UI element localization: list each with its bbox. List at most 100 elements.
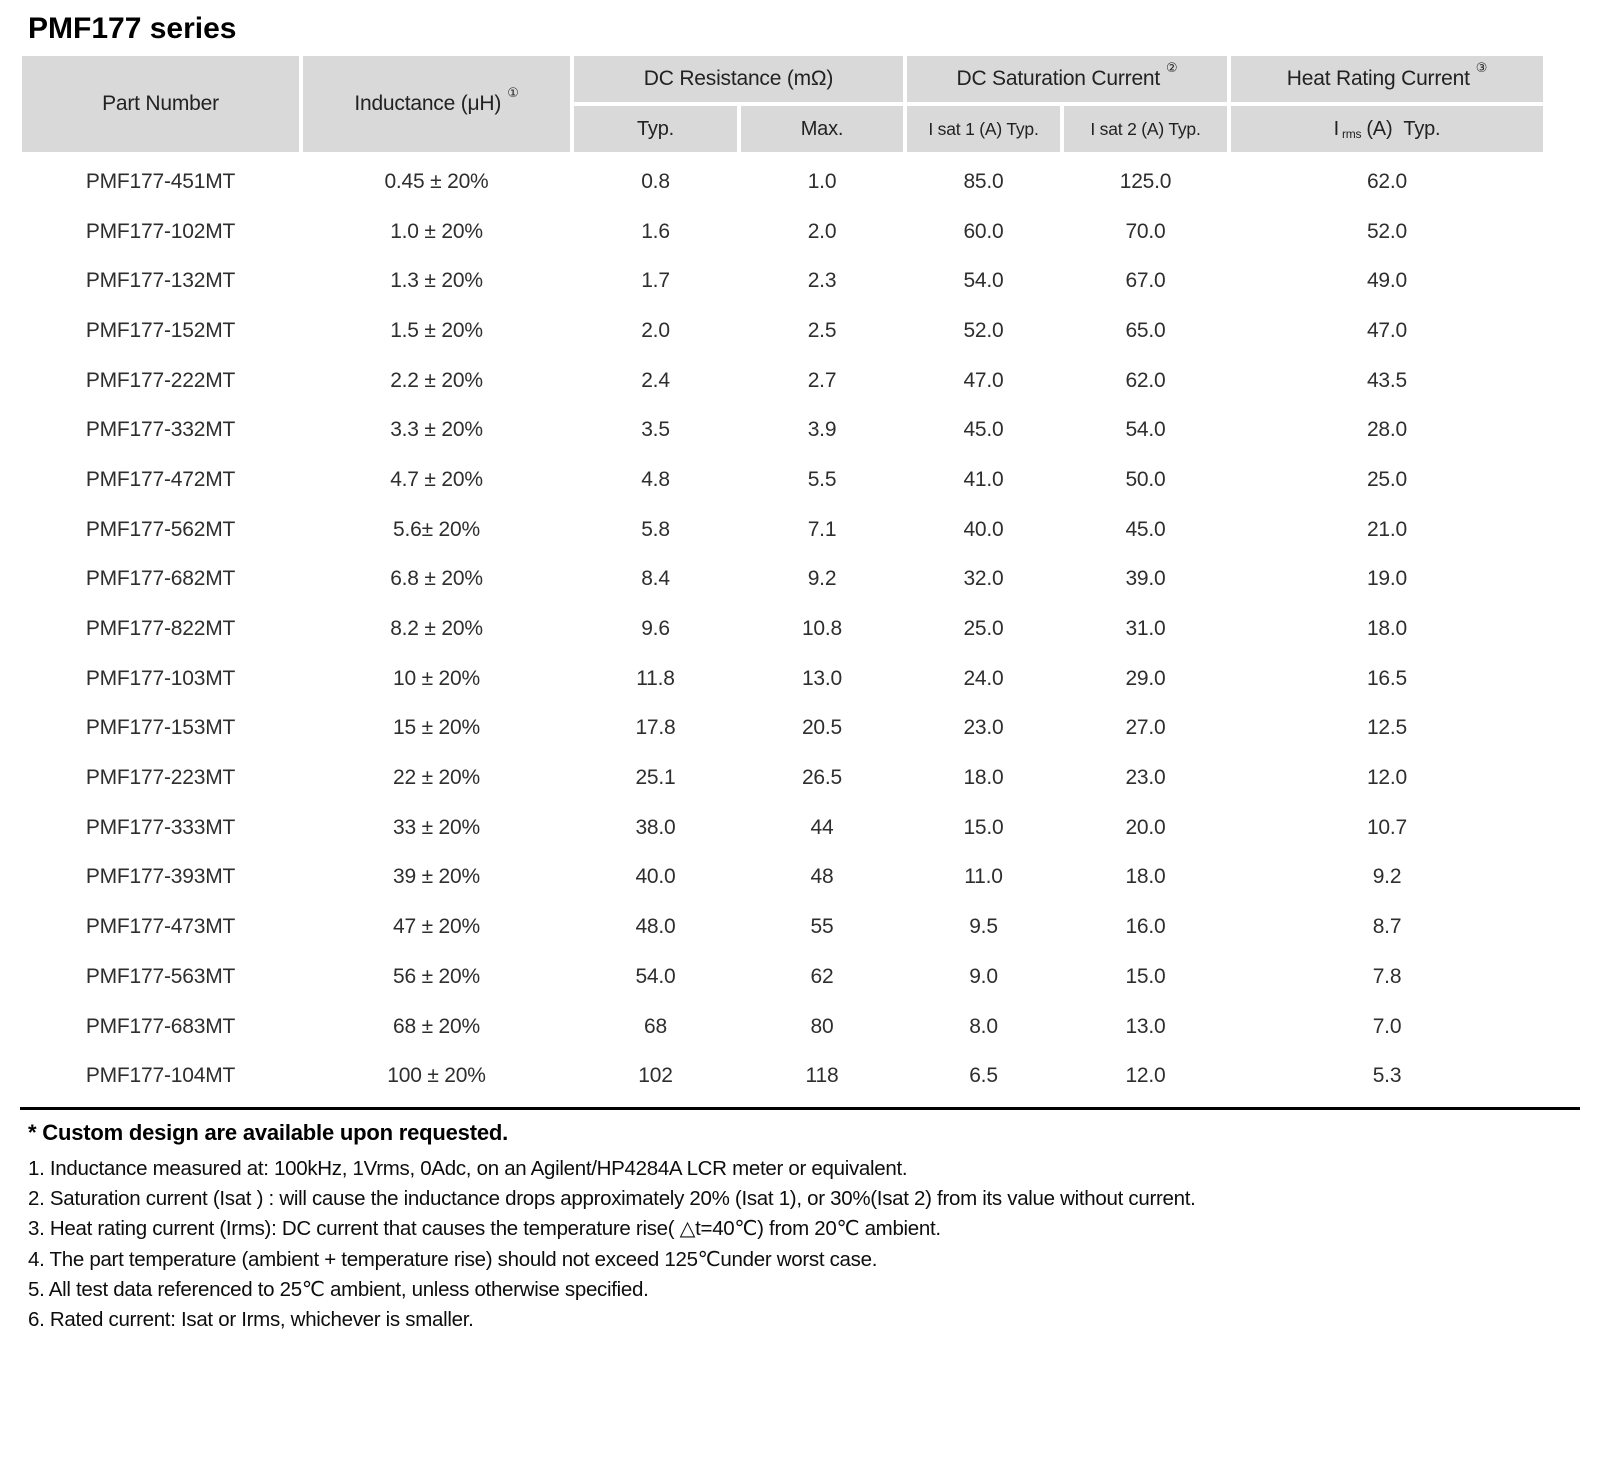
cell-inductance: 39 ± 20% <box>393 865 480 889</box>
cell-isat1: 15.0 <box>963 815 1004 839</box>
cell-inductance: 47 ± 20% <box>393 915 480 939</box>
cell-irms: 12.5 <box>1366 716 1408 740</box>
cell-dcr-typ: 5.8 <box>641 517 670 541</box>
cell-irms: 43.5 <box>1366 368 1408 392</box>
table-row: PMF177-562MT 5.6± 20% 5.8 7.1 40.0 45.0 … <box>20 505 1545 555</box>
cell-isat1: 8.0 <box>969 1014 998 1038</box>
cell-isat2: 13.0 <box>1125 1014 1166 1038</box>
cell-isat2: 16.0 <box>1125 915 1166 939</box>
table-row: PMF177-152MT 1.5 ± 20% 2.0 2.5 52.0 65.0… <box>20 306 1545 356</box>
cell-inductance: 15 ± 20% <box>393 716 480 740</box>
divider-rule <box>20 1107 1580 1111</box>
cell-isat2: 23.0 <box>1125 766 1166 790</box>
cell-dcr-max: 10.8 <box>801 617 843 641</box>
table-row: PMF177-223MT 22 ± 20% 25.1 26.5 18.0 23.… <box>20 753 1545 803</box>
table-row: PMF177-393MT 39 ± 20% 40.0 48 11.0 18.0 … <box>20 853 1545 903</box>
table-row: PMF177-102MT 1.0 ± 20% 1.6 2.0 60.0 70.0… <box>20 207 1545 257</box>
cell-dcr-typ: 48.0 <box>635 915 676 939</box>
cell-dcr-max: 55 <box>810 915 834 939</box>
cell-inductance: 8.2 ± 20% <box>390 617 483 641</box>
col-header-dc-saturation: DC Saturation Current ② <box>905 54 1229 104</box>
cell-dcr-max: 2.7 <box>807 368 837 392</box>
cell-part-number: PMF177-563MT <box>85 964 236 988</box>
cell-isat2: 50.0 <box>1125 467 1166 491</box>
table-row: PMF177-563MT 56 ± 20% 54.0 62 9.0 15.0 7… <box>20 952 1545 1002</box>
cell-isat2: 39.0 <box>1125 567 1166 591</box>
cell-isat2: 29.0 <box>1125 666 1166 690</box>
cell-isat2: 18.0 <box>1125 865 1166 889</box>
cell-irms: 8.7 <box>1372 915 1402 939</box>
cell-isat2: 12.0 <box>1125 1064 1166 1088</box>
table-row: PMF177-104MT 100 ± 20% 102 118 6.5 12.0 … <box>20 1051 1545 1101</box>
col-header-part-number: Part Number <box>20 54 301 154</box>
table-row: PMF177-682MT 6.8 ± 20% 8.4 9.2 32.0 39.0… <box>20 555 1545 605</box>
cell-dcr-typ: 1.6 <box>641 219 670 243</box>
cell-inductance: 4.7 ± 20% <box>390 467 483 491</box>
cell-part-number: PMF177-562MT <box>85 517 236 541</box>
col-header-dc-saturation-label: DC Saturation Current <box>956 67 1161 90</box>
col-header-heat-rating-label: Heat Rating Current <box>1286 67 1470 90</box>
cell-part-number: PMF177-103MT <box>85 666 236 690</box>
cell-dcr-typ: 40.0 <box>635 865 676 889</box>
note-line: 4. The part temperature (ambient + tempe… <box>28 1247 878 1271</box>
cell-irms: 28.0 <box>1366 418 1408 442</box>
cell-inductance: 68 ± 20% <box>393 1014 480 1038</box>
col-header-inductance: Inductance (μH) ① <box>301 54 572 154</box>
cell-isat2: 62.0 <box>1125 368 1166 392</box>
cell-dcr-max: 3.9 <box>807 418 837 442</box>
cell-dcr-typ: 2.4 <box>641 368 670 392</box>
cell-irms: 62.0 <box>1366 169 1408 193</box>
cell-part-number: PMF177-132MT <box>85 269 236 293</box>
cell-dcr-typ: 17.8 <box>635 716 676 740</box>
col-subheader-isat1: I sat 1 (A) Typ. <box>905 104 1062 154</box>
cell-dcr-max: 2.5 <box>807 318 837 342</box>
cell-inductance: 33 ± 20% <box>393 815 480 839</box>
irms-symbol: I <box>1333 117 1340 140</box>
cell-isat1: 40.0 <box>963 517 1004 541</box>
cell-dcr-max: 1.0 <box>807 169 837 193</box>
cell-isat1: 85.0 <box>963 169 1004 193</box>
cell-inductance: 5.6± 20% <box>393 517 480 541</box>
cell-irms: 47.0 <box>1366 318 1408 342</box>
cell-isat1: 25.0 <box>963 617 1004 641</box>
circled-2-footnote-marker: ② <box>1166 59 1178 75</box>
cell-dcr-max: 2.3 <box>807 269 837 293</box>
cell-inductance: 1.5 ± 20% <box>390 318 483 342</box>
cell-dcr-max: 80 <box>810 1014 834 1038</box>
table-row: PMF177-822MT 8.2 ± 20% 9.6 10.8 25.0 31.… <box>20 604 1545 654</box>
datasheet-page: PMF177 series Part Number Inductance (μH… <box>20 12 1580 1331</box>
cell-dcr-typ: 38.0 <box>635 815 676 839</box>
cell-dcr-typ: 1.7 <box>641 269 670 293</box>
cell-isat1: 45.0 <box>963 418 1004 442</box>
cell-irms: 7.0 <box>1372 1014 1402 1038</box>
cell-part-number: PMF177-473MT <box>85 915 236 939</box>
cell-isat1: 47.0 <box>963 368 1004 392</box>
cell-irms: 21.0 <box>1366 517 1408 541</box>
cell-inductance: 22 ± 20% <box>393 766 480 790</box>
cell-dcr-max: 62 <box>810 964 834 988</box>
cell-isat1: 23.0 <box>963 716 1004 740</box>
cell-dcr-max: 13.0 <box>801 666 843 690</box>
note-line: 1. Inductance measured at: 100kHz, 1Vrms… <box>28 1157 908 1181</box>
cell-isat2: 15.0 <box>1125 964 1166 988</box>
cell-dcr-max: 26.5 <box>801 766 843 790</box>
table-row: PMF177-332MT 3.3 ± 20% 3.5 3.9 45.0 54.0… <box>20 405 1545 455</box>
irms-subscript: rms <box>1341 127 1362 141</box>
cell-part-number: PMF177-222MT <box>85 368 236 392</box>
cell-isat1: 24.0 <box>963 666 1004 690</box>
col-subheader-isat2: I sat 2 (A) Typ. <box>1062 104 1229 154</box>
cell-inductance: 1.0 ± 20% <box>390 219 483 243</box>
cell-part-number: PMF177-472MT <box>85 467 236 491</box>
cell-part-number: PMF177-451MT <box>85 169 236 193</box>
cell-dcr-typ: 0.8 <box>641 169 670 193</box>
cell-dcr-typ: 102 <box>638 1064 673 1088</box>
cell-irms: 16.5 <box>1366 666 1408 690</box>
table-body: PMF177-451MT 0.45 ± 20% 0.8 1.0 85.0 125… <box>20 157 1545 1101</box>
cell-irms: 25.0 <box>1366 467 1408 491</box>
table-row: PMF177-103MT 10 ± 20% 11.8 13.0 24.0 29.… <box>20 654 1545 704</box>
cell-inductance: 3.3 ± 20% <box>390 418 483 442</box>
cell-irms: 49.0 <box>1366 269 1408 293</box>
note-line: 3. Heat rating current (Irms): DC curren… <box>28 1217 941 1241</box>
cell-isat2: 27.0 <box>1125 716 1166 740</box>
